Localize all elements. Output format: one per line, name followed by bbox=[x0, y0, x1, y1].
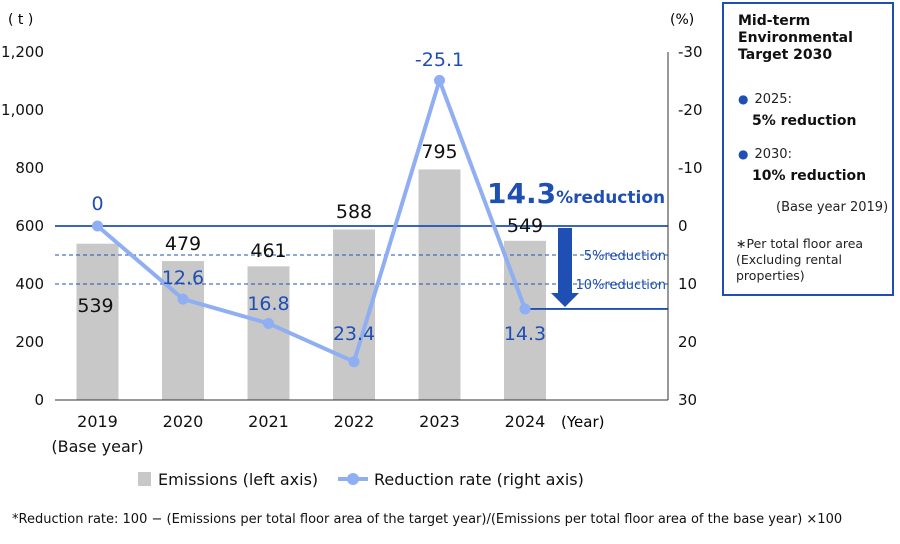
reference-line-label: 10%reduction bbox=[576, 278, 667, 293]
right-tick-label: -10 bbox=[678, 159, 703, 177]
bar-value-label: 795 bbox=[421, 141, 457, 163]
left-tick-label: 0 bbox=[34, 391, 44, 409]
bar-value-label: 479 bbox=[165, 233, 201, 255]
left-tick-label: 600 bbox=[15, 217, 44, 235]
reduction-rate-point-2020 bbox=[177, 293, 189, 305]
footnote: *Reduction rate: 100 − (Emissions per to… bbox=[12, 512, 843, 527]
right-tick-label: 30 bbox=[678, 391, 697, 409]
right-axis-unit: (%) bbox=[670, 12, 694, 28]
highlight-reduction-text: 14.3%reduction bbox=[487, 177, 665, 210]
bar-2021 bbox=[247, 266, 290, 400]
left-tick-label: 800 bbox=[15, 159, 44, 177]
line-value-label: 14.3 bbox=[504, 323, 546, 345]
reduction-rate-point-2023 bbox=[434, 74, 445, 86]
x-tick-label: 2024 bbox=[505, 412, 546, 431]
legend-swatch-emissions bbox=[138, 472, 151, 486]
bar-2019 bbox=[76, 243, 119, 400]
line-value-label: 0 bbox=[91, 193, 103, 215]
x-tick-label: 2019 bbox=[77, 412, 118, 431]
bar-value-label: 549 bbox=[507, 215, 543, 237]
target-year: 2025: bbox=[754, 92, 792, 107]
line-value-label: 23.4 bbox=[333, 323, 375, 345]
target-box-title: Mid-term Environmental Target 2030 bbox=[738, 13, 853, 63]
reduction-rate-point-2021 bbox=[263, 317, 274, 329]
right-tick-label: 10 bbox=[678, 275, 697, 293]
reduction-rate-point-2024 bbox=[519, 303, 531, 315]
line-value-label: -25.1 bbox=[415, 49, 464, 71]
right-tick-label: -30 bbox=[678, 43, 703, 61]
highlight-value: 14.3 bbox=[487, 177, 556, 210]
emissions-reduction-chart: ( t ) (%) (Year) 5%reduction10%reduction… bbox=[1, 12, 703, 489]
target-item-2025: ● 2025: 5% reduction bbox=[738, 92, 856, 129]
left-tick-label: 1,200 bbox=[1, 43, 44, 61]
target-year: 2030: bbox=[754, 147, 792, 162]
line-value-label: 12.6 bbox=[162, 267, 204, 289]
x-tick-label: 2022 bbox=[334, 412, 375, 431]
x-tick-sublabel: (Base year) bbox=[51, 437, 143, 456]
highlight-suffix: %reduction bbox=[556, 188, 665, 208]
left-tick-label: 200 bbox=[15, 333, 44, 351]
bar-value-label: 461 bbox=[250, 240, 286, 262]
bar-2023 bbox=[418, 169, 461, 400]
x-tick-label: 2020 bbox=[163, 412, 204, 431]
mid-term-target-box: Mid-term Environmental Target 2030 ● 2025… bbox=[722, 2, 894, 296]
reduction-rate-line bbox=[96, 78, 527, 364]
legend-swatch-marker bbox=[347, 473, 359, 485]
bullet-dot-icon: ● bbox=[738, 147, 749, 161]
reduction-rate-point-2019 bbox=[92, 220, 103, 232]
x-tick-label: 2021 bbox=[248, 412, 289, 431]
target-item-2030: ● 2030: 10% reduction bbox=[738, 147, 866, 184]
legend-label-emissions: Emissions (left axis) bbox=[158, 470, 318, 489]
left-tick-label: 1,000 bbox=[1, 101, 44, 119]
target-note: ∗Per total floor area (Excluding rental … bbox=[736, 236, 864, 283]
right-tick-label: 20 bbox=[678, 333, 697, 351]
reduction-rate-point-2022 bbox=[348, 356, 360, 368]
right-tick-label: 0 bbox=[678, 217, 688, 235]
bar-value-label: 539 bbox=[77, 295, 113, 317]
legend-label-reduction: Reduction rate (right axis) bbox=[374, 470, 584, 489]
line-value-label: 16.8 bbox=[247, 293, 289, 315]
target-text: 5% reduction bbox=[752, 113, 857, 129]
target-text: 10% reduction bbox=[752, 168, 867, 184]
highlight-arrow-head-icon bbox=[551, 292, 579, 307]
x-axis-unit: (Year) bbox=[561, 413, 604, 431]
highlight-arrow-shaft bbox=[558, 228, 572, 295]
target-base-year: (Base year 2019) bbox=[776, 200, 889, 215]
reference-line-label: 5%reduction bbox=[584, 249, 666, 264]
bar-value-label: 588 bbox=[336, 201, 372, 223]
x-tick-label: 2023 bbox=[419, 412, 460, 431]
left-tick-label: 400 bbox=[15, 275, 44, 293]
right-tick-label: -20 bbox=[678, 101, 703, 119]
left-axis-unit: ( t ) bbox=[8, 12, 33, 28]
bullet-dot-icon: ● bbox=[738, 92, 749, 106]
